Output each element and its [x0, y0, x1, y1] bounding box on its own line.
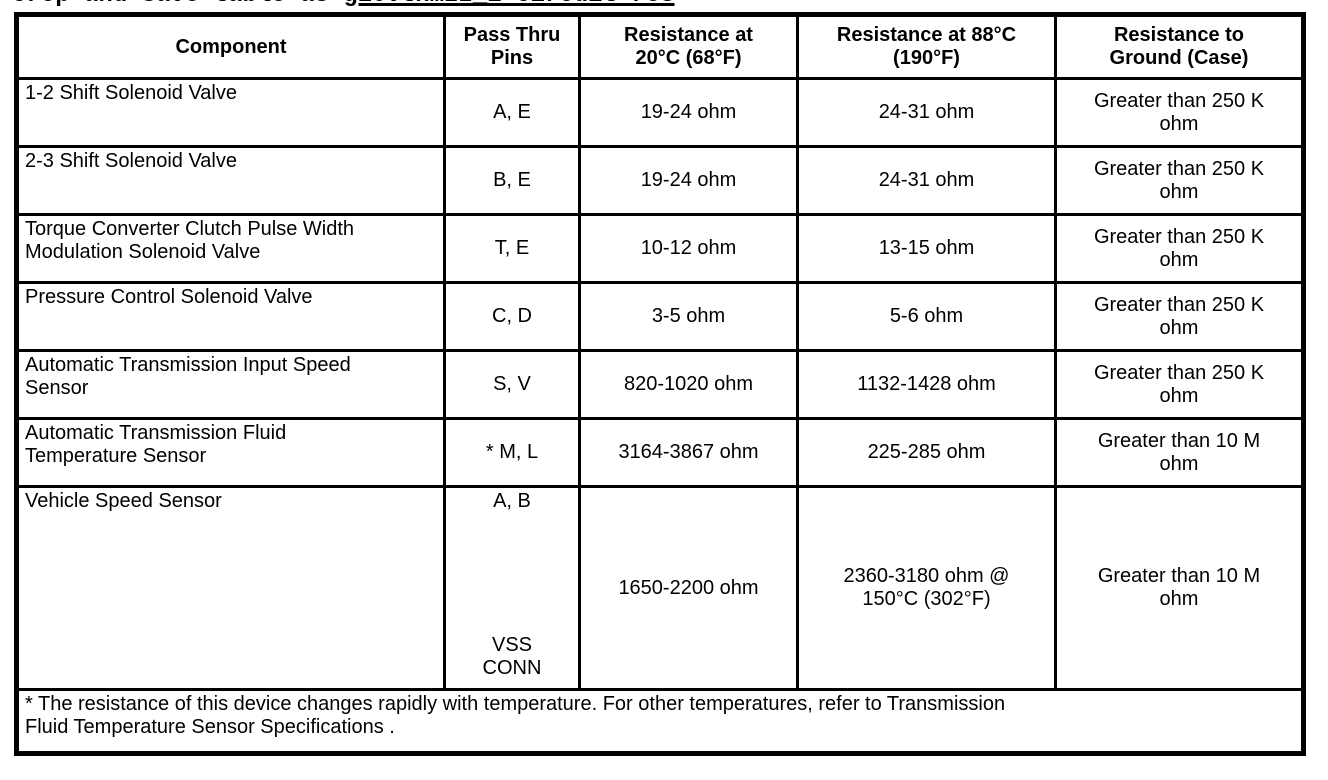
resistance-spec-table: Component Pass Thru Pins Resistance at 2… [14, 12, 1306, 756]
cell-pass-thru-pins: C, D [443, 281, 581, 352]
table-row: Automatic Transmission Input Speed Senso… [15, 349, 1305, 420]
cell-resistance-20c: 1650-2200 ohm [578, 485, 799, 691]
cell-resistance-ground: Greater than 250 K ohm [1054, 349, 1305, 420]
cell-resistance-ground: Greater than 10 M ohm [1054, 417, 1305, 488]
cell-component: Vehicle Speed Sensor [15, 485, 446, 691]
cell-resistance-ground: Greater than 250 K ohm [1054, 145, 1305, 216]
col-header-resistance-ground: Resistance to Ground (Case) [1054, 13, 1305, 80]
cell-resistance-20c: 19-24 ohm [578, 145, 799, 216]
clipped-caption-line: crop and save table as g10vtnmzz_E circu… [12, 0, 1328, 10]
cell-resistance-88c: 225-285 ohm [796, 417, 1057, 488]
cell-resistance-20c: 3164-3867 ohm [578, 417, 799, 488]
caption-prefix: crop and save table as [12, 0, 343, 9]
col-header-component: Component [15, 13, 446, 80]
cell-pass-thru-pins: B, E [443, 145, 581, 216]
cell-component: Automatic Transmission Input Speed Senso… [15, 349, 446, 420]
table-row: Automatic Transmission Fluid Temperature… [15, 417, 1305, 488]
cell-pass-thru-pins: S, V [443, 349, 581, 420]
table-row: Torque Converter Clutch Pulse Width Modu… [15, 213, 1305, 284]
footnote-text: * The resistance of this device changes … [15, 688, 1305, 755]
cell-resistance-ground: Greater than 250 K ohm [1054, 213, 1305, 284]
cell-pass-thru-pins: T, E [443, 213, 581, 284]
table-row: 2-3 Shift Solenoid Valve B, E 19-24 ohm … [15, 145, 1305, 216]
table-row: Vehicle Speed Sensor A, B VSS CONN 1650-… [15, 485, 1305, 691]
cell-pass-thru-pins: A, E [443, 77, 581, 148]
cell-resistance-88c: 2360-3180 ohm @ 150°C (302°F) [796, 485, 1057, 691]
cell-resistance-88c: 24-31 ohm [796, 145, 1057, 216]
cell-resistance-20c: 820-1020 ohm [578, 349, 799, 420]
cell-component: Automatic Transmission Fluid Temperature… [15, 417, 446, 488]
cell-pass-thru-pins: A, B VSS CONN [443, 485, 581, 691]
cell-component: Pressure Control Solenoid Valve [15, 281, 446, 352]
cell-resistance-ground: Greater than 250 K ohm [1054, 77, 1305, 148]
clipped-caption-text: crop and save table as g10vtnmzz_E circu… [12, 0, 1328, 8]
table-row: 1-2 Shift Solenoid Valve A, E 19-24 ohm … [15, 77, 1305, 148]
table-header-row: Component Pass Thru Pins Resistance at 2… [15, 13, 1305, 80]
cell-pass-thru-pins: * M, L [443, 417, 581, 488]
col-header-resistance-20c: Resistance at 20°C (68°F) [578, 13, 799, 80]
caption-filename: g10vtnmzz_E circuit res [343, 0, 674, 9]
col-header-pass-thru-pins: Pass Thru Pins [443, 13, 581, 80]
table-row: Pressure Control Solenoid Valve C, D 3-5… [15, 281, 1305, 352]
col-header-resistance-88c: Resistance at 88°C (190°F) [796, 13, 1057, 80]
cell-component: 2-3 Shift Solenoid Valve [15, 145, 446, 216]
pins-bottom-label: VSS CONN [482, 634, 542, 679]
cell-resistance-20c: 3-5 ohm [578, 281, 799, 352]
pins-top-label: A, B [493, 490, 531, 512]
cell-resistance-ground: Greater than 250 K ohm [1054, 281, 1305, 352]
cell-component: Torque Converter Clutch Pulse Width Modu… [15, 213, 446, 284]
cell-component: 1-2 Shift Solenoid Valve [15, 77, 446, 148]
cell-resistance-20c: 10-12 ohm [578, 213, 799, 284]
table-footnote-row: * The resistance of this device changes … [15, 688, 1305, 755]
cell-resistance-20c: 19-24 ohm [578, 77, 799, 148]
cell-resistance-88c: 1132-1428 ohm [796, 349, 1057, 420]
cell-resistance-88c: 5-6 ohm [796, 281, 1057, 352]
cell-resistance-88c: 13-15 ohm [796, 213, 1057, 284]
cell-resistance-ground: Greater than 10 M ohm [1054, 485, 1305, 691]
cell-resistance-88c: 24-31 ohm [796, 77, 1057, 148]
